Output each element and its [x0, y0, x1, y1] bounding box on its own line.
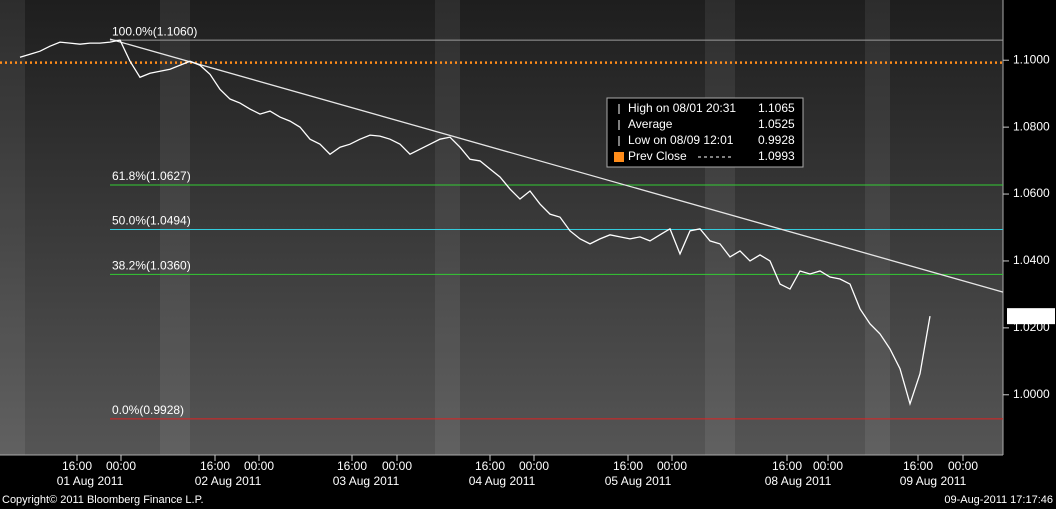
legend-value: 0.9928	[758, 133, 795, 147]
trend-line	[109, 38, 1004, 293]
plot-background	[0, 0, 1003, 455]
fib-label: 38.2%(1.0360)	[112, 259, 191, 273]
legend-name: Average	[628, 117, 673, 131]
x-tick-label: 16:00	[903, 459, 933, 473]
x-tick-label: 00:00	[106, 459, 136, 473]
x-tick-label: 16:00	[337, 459, 367, 473]
y-tick-label: 1.0000	[1013, 387, 1050, 401]
fib-label: 61.8%(1.0627)	[112, 169, 191, 183]
x-date-label: 03 Aug 2011	[333, 474, 400, 488]
x-tick-label: 00:00	[657, 459, 687, 473]
legend-value: 1.0993	[758, 149, 795, 163]
y-tick-label: 1.1000	[1013, 52, 1050, 66]
footer-right: 09-Aug-2011 17:17:46	[944, 494, 1053, 506]
price-line	[19, 39, 931, 407]
x-date-label: 09 Aug 2011	[900, 474, 967, 488]
legend-box	[606, 97, 804, 168]
legend-name: High on 08/01 20:31	[628, 101, 736, 115]
legend-name: Low on 08/09 12:01	[628, 133, 734, 147]
x-date-label: 08 Aug 2011	[765, 474, 832, 488]
x-tick-label: 00:00	[948, 459, 978, 473]
x-tick-label: 16:00	[475, 459, 505, 473]
x-tick-label: 00:00	[382, 459, 412, 473]
footer-left: Copyright© 2011 Bloomberg Finance L.P.	[2, 494, 204, 506]
fib-label: 0.0%(0.9928)	[112, 403, 184, 417]
fib-label: 50.0%(1.0494)	[112, 214, 191, 228]
x-date-label: 04 Aug 2011	[469, 474, 536, 488]
x-tick-label: 16:00	[772, 459, 802, 473]
x-date-label: 02 Aug 2011	[195, 474, 262, 488]
y-tick-label: 1.0800	[1013, 119, 1050, 133]
x-tick-label: 16:00	[200, 459, 230, 473]
legend-value: 1.1065	[758, 101, 795, 115]
legend-name: Prev Close	[628, 149, 687, 163]
x-date-label: 01 Aug 2011	[57, 474, 124, 488]
x-tick-label: 16:00	[62, 459, 92, 473]
session-bands	[0, 0, 890, 455]
x-tick-label: 00:00	[813, 459, 843, 473]
x-tick-label: 00:00	[244, 459, 274, 473]
y-tick-label: 1.0600	[1013, 186, 1050, 200]
legend: High on 08/01 20:31 1.1065 Average 1.0525 Lo…	[606, 97, 804, 168]
x-date-label: 05 Aug 2011	[605, 474, 672, 488]
last-price-tag	[1007, 308, 1055, 325]
fib-label: 100.0%(1.1060)	[112, 24, 197, 38]
x-tick-label: 00:00	[519, 459, 549, 473]
last-price-label: 1.0235	[1013, 308, 1050, 322]
legend-swatch	[614, 152, 624, 162]
y-tick-label: 1.0400	[1013, 253, 1050, 267]
x-tick-label: 16:00	[613, 459, 643, 473]
legend-value: 1.0525	[758, 117, 795, 131]
